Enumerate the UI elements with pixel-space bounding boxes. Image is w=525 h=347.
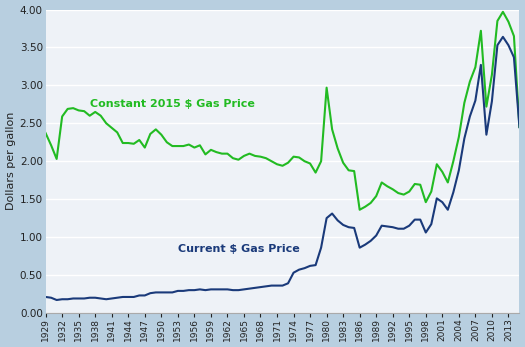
Text: Current $ Gas Price: Current $ Gas Price: [177, 244, 299, 254]
Y-axis label: Dollars per gallon: Dollars per gallon: [6, 112, 16, 210]
Text: Constant 2015 $ Gas Price: Constant 2015 $ Gas Price: [90, 99, 255, 109]
